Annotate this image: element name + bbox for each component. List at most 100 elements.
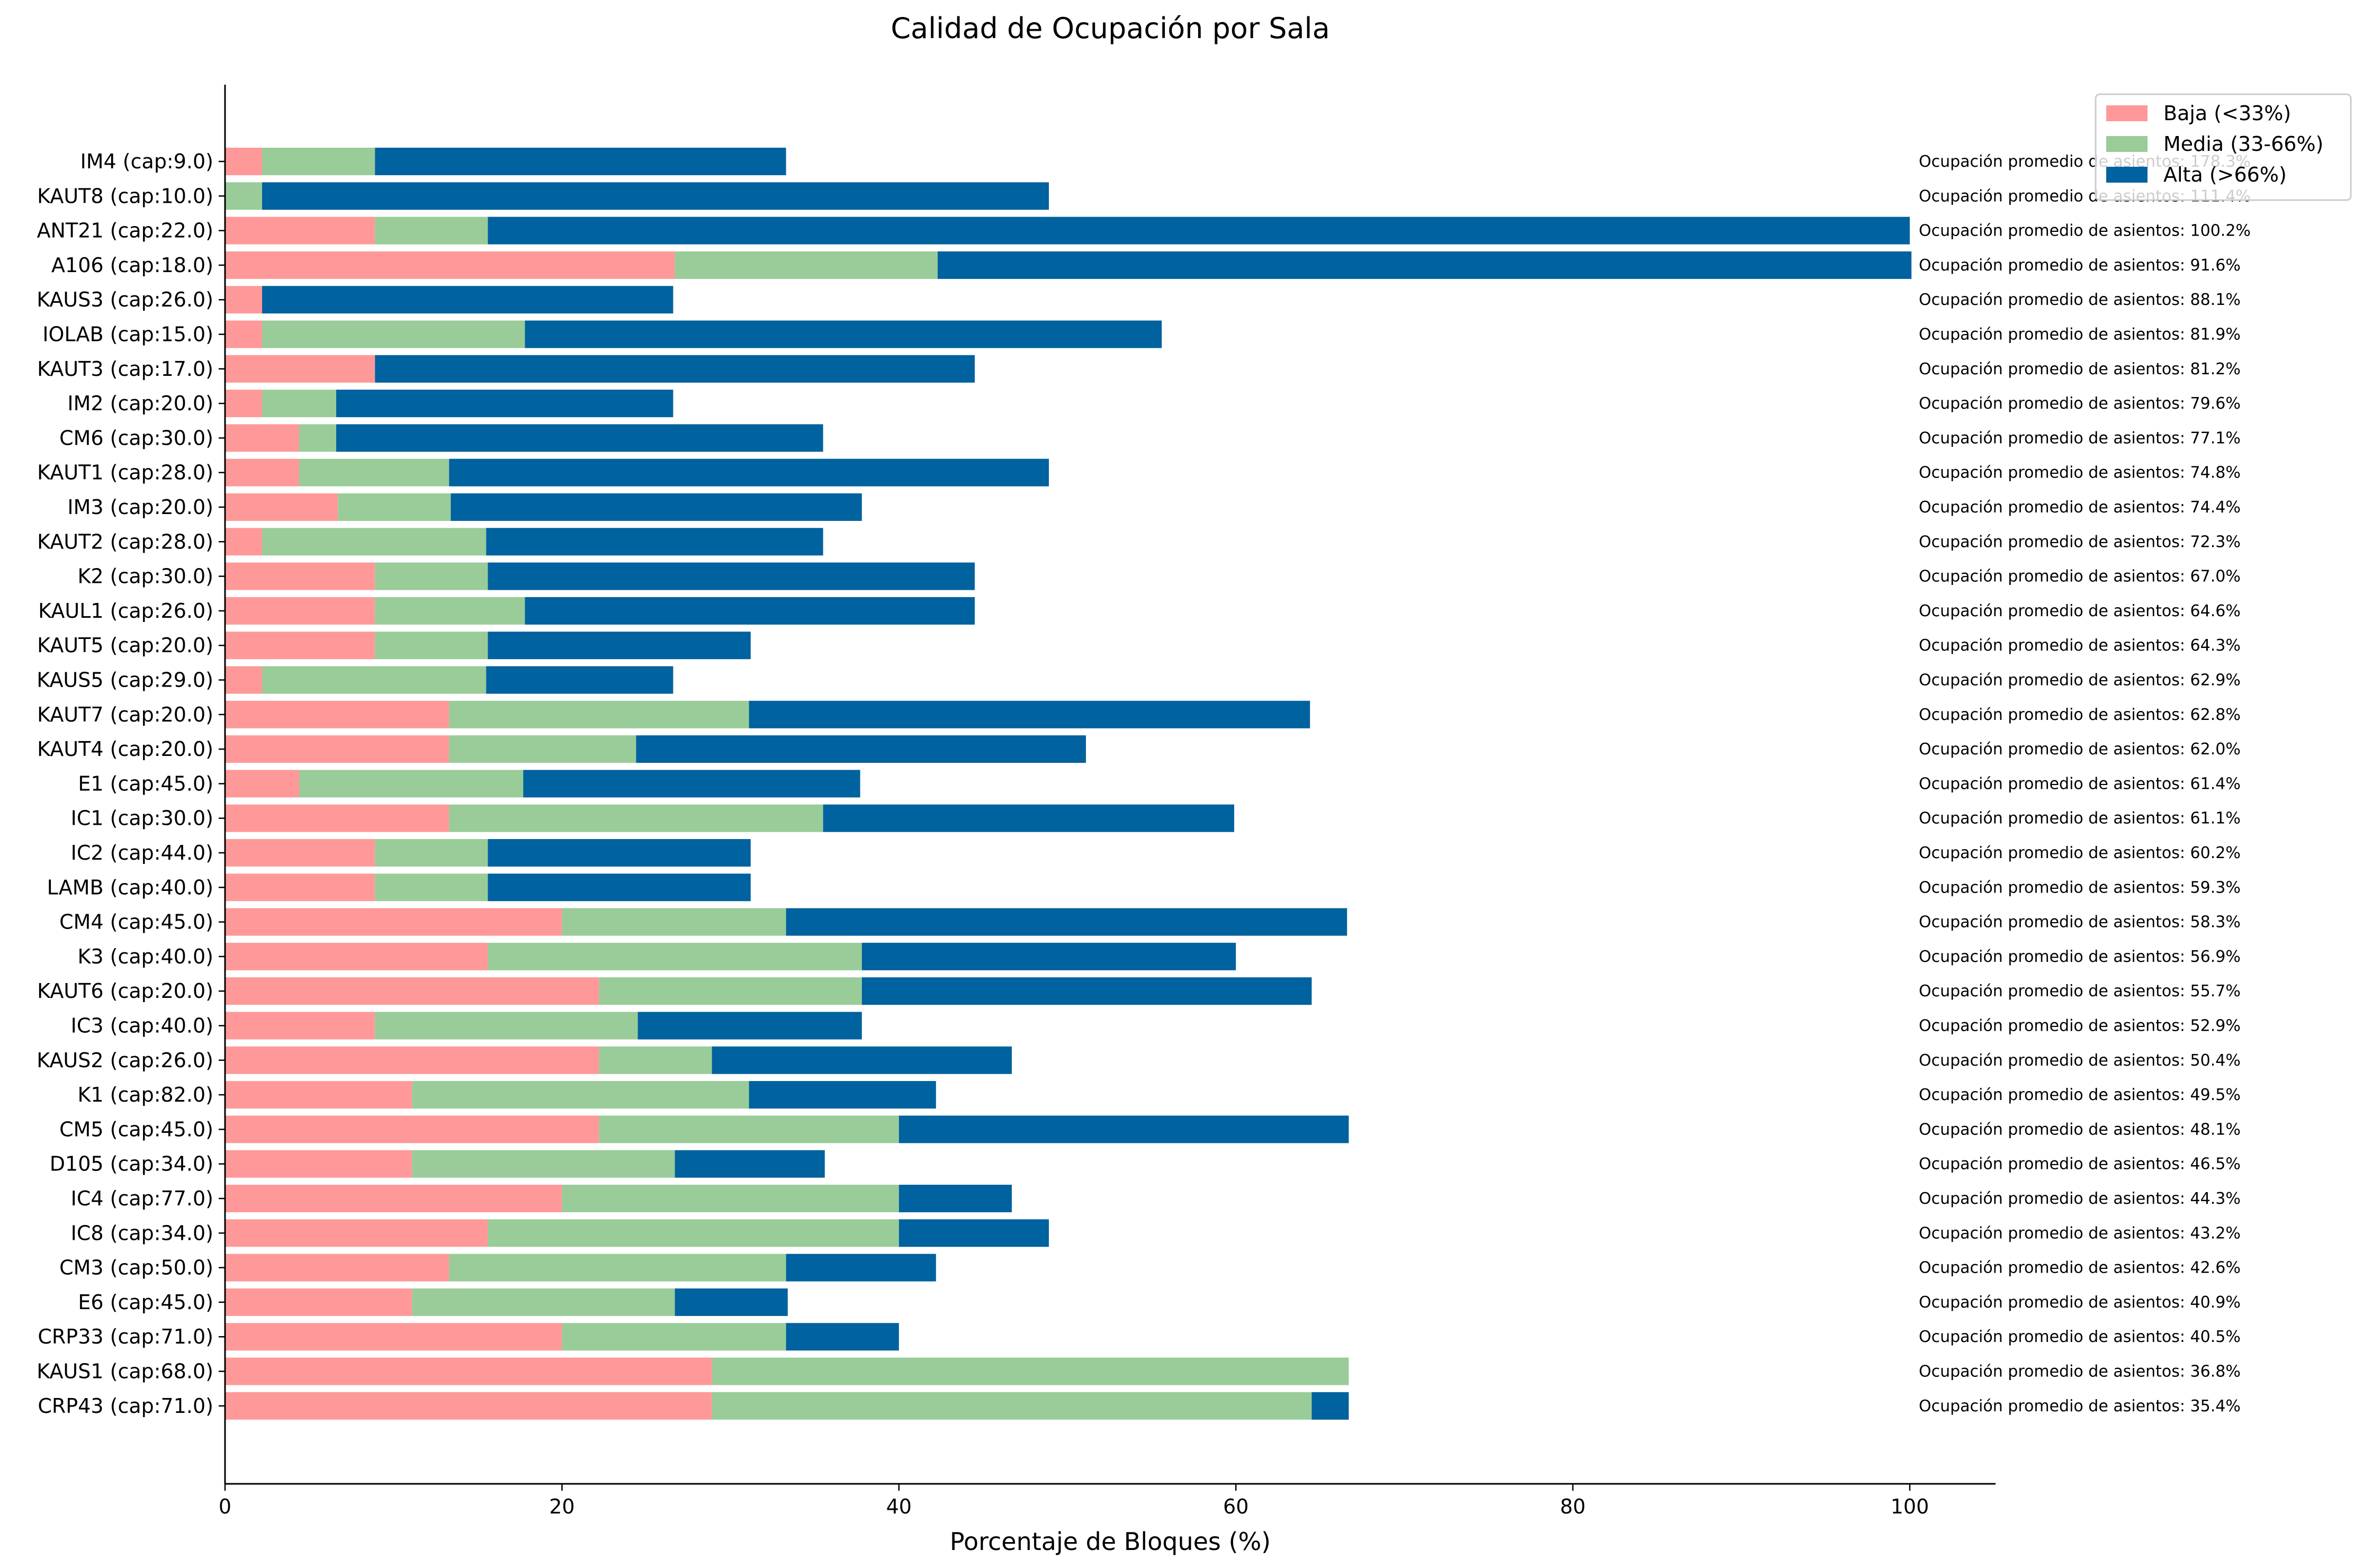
bar-media-33 — [412, 1288, 675, 1316]
category-label: KAUT1 (cap:28.0) — [37, 461, 213, 484]
occupancy-annotation: Ocupación promedio de asientos: 48.1% — [1919, 1120, 2241, 1139]
occupancy-annotation: Ocupación promedio de asientos: 42.6% — [1919, 1259, 2241, 1277]
bar-baja-21 — [225, 873, 375, 902]
bar-alta-19 — [823, 804, 1234, 832]
bar-media-5 — [262, 320, 525, 348]
bar-media-31 — [488, 1219, 899, 1247]
bar-media-17 — [449, 735, 636, 763]
bar-alta-2 — [488, 217, 1910, 245]
bar-alta-26 — [712, 1046, 1012, 1074]
bar-alta-10 — [451, 493, 862, 521]
occupancy-annotation: Ocupación promedio de asientos: 49.5% — [1919, 1086, 2241, 1104]
bar-alta-28 — [899, 1115, 1349, 1143]
bar-media-35 — [712, 1357, 1349, 1385]
bar-alta-29 — [675, 1150, 825, 1178]
category-label: IM2 (cap:20.0) — [67, 392, 213, 415]
category-label: KAUT4 (cap:20.0) — [37, 737, 213, 761]
bar-baja-13 — [225, 597, 375, 625]
bar-baja-33 — [225, 1288, 412, 1316]
category-label: IM4 (cap:9.0) — [80, 150, 213, 173]
x-tick-label: 20 — [549, 1495, 574, 1518]
category-label: CM5 (cap:45.0) — [59, 1118, 213, 1141]
occupancy-annotation: Ocupación promedio de asientos: 79.6% — [1919, 394, 2241, 413]
category-label: IC8 (cap:34.0) — [71, 1221, 213, 1245]
category-label: CRP33 (cap:71.0) — [38, 1325, 213, 1348]
bar-media-21 — [375, 873, 488, 902]
occupancy-annotation: Ocupación promedio de asientos: 64.6% — [1919, 602, 2241, 620]
bar-alta-23 — [861, 942, 1236, 970]
category-labels-layer: IM4 (cap:9.0) KAUT8 (cap:10.0) ANT21 (cap:… — [37, 150, 225, 1418]
category-label: KAUS3 (cap:26.0) — [37, 288, 213, 311]
occupancy-annotation: Ocupación promedio de asientos: 74.8% — [1919, 464, 2241, 482]
bar-media-32 — [449, 1254, 786, 1282]
bar-baja-12 — [225, 562, 375, 590]
occupancy-annotation: Ocupación promedio de asientos: 43.2% — [1919, 1224, 2241, 1242]
bar-media-7 — [262, 390, 336, 418]
bar-media-8 — [299, 424, 336, 452]
bar-media-20 — [375, 839, 488, 867]
bar-alta-27 — [749, 1081, 936, 1109]
bar-alta-3 — [938, 251, 1912, 279]
bar-baja-19 — [225, 804, 450, 832]
occupancy-annotation: Ocupación promedio de asientos: 67.0% — [1919, 567, 2241, 586]
x-tick-label: 80 — [1560, 1495, 1585, 1518]
chart-title: Calidad de Ocupación por Sala — [891, 12, 1329, 45]
legend-label-baja: Baja (<33%) — [2163, 102, 2291, 125]
occupancy-annotation: Ocupación promedio de asientos: 56.9% — [1919, 948, 2241, 966]
occupancy-annotation: Ocupación promedio de asientos: 74.4% — [1919, 498, 2241, 517]
occupancy-annotation: Ocupación promedio de asientos: 44.3% — [1919, 1189, 2241, 1208]
category-label: CM6 (cap:30.0) — [59, 426, 213, 449]
category-label: KAUS1 (cap:68.0) — [37, 1360, 213, 1383]
bar-baja-28 — [225, 1115, 599, 1143]
bar-media-0 — [262, 148, 375, 175]
bar-media-23 — [488, 942, 862, 970]
occupancy-annotation: Ocupación promedio de asientos: 55.7% — [1919, 982, 2241, 1001]
legend: Baja (<33%) Media (33-66%) Alta (>66%) — [2095, 93, 2352, 201]
bar-baja-36 — [225, 1392, 712, 1420]
bar-media-34 — [562, 1323, 786, 1351]
category-label: IC3 (cap:40.0) — [71, 1014, 213, 1038]
category-label: KAUT6 (cap:20.0) — [37, 979, 213, 1003]
bar-media-26 — [599, 1046, 712, 1074]
bar-baja-27 — [225, 1081, 412, 1109]
occupancy-annotation: Ocupación promedio de asientos: 60.2% — [1919, 844, 2241, 862]
bar-media-16 — [449, 700, 749, 728]
bar-baja-31 — [225, 1219, 488, 1247]
category-label: CRP43 (cap:71.0) — [38, 1394, 213, 1418]
bar-baja-25 — [225, 1012, 375, 1040]
occupancy-annotation: Ocupación promedio de asientos: 61.4% — [1919, 774, 2241, 793]
category-label: KAUT8 (cap:10.0) — [37, 184, 213, 208]
bar-media-13 — [375, 597, 525, 625]
bar-alta-36 — [1311, 1392, 1349, 1420]
x-axis-label: Porcentaje de Bloques (%) — [950, 1527, 1271, 1556]
x-tick-label: 60 — [1223, 1495, 1248, 1518]
occupancy-annotation: Ocupación promedio de asientos: 35.4% — [1919, 1397, 2241, 1416]
bar-media-9 — [299, 458, 450, 486]
bar-alta-0 — [375, 148, 786, 175]
bar-alta-17 — [636, 735, 1086, 763]
bar-alta-18 — [523, 770, 860, 798]
category-label: KAUT5 (cap:20.0) — [37, 634, 213, 657]
bar-media-27 — [412, 1081, 749, 1109]
bar-baja-4 — [225, 286, 262, 314]
bar-media-25 — [375, 1012, 638, 1040]
bar-baja-15 — [225, 666, 262, 694]
bar-alta-11 — [486, 528, 823, 556]
bar-alta-25 — [637, 1012, 862, 1040]
category-label: IC1 (cap:30.0) — [71, 807, 213, 830]
category-label: KAUT3 (cap:17.0) — [37, 357, 213, 381]
category-label: IC4 (cap:77.0) — [71, 1187, 213, 1210]
bar-media-36 — [712, 1392, 1312, 1420]
bar-baja-23 — [225, 942, 488, 970]
bar-media-18 — [299, 770, 524, 798]
bar-alta-8 — [336, 424, 823, 452]
occupancy-annotation: Ocupación promedio de asientos: 62.8% — [1919, 706, 2241, 724]
bar-alta-4 — [262, 286, 673, 314]
bar-alta-6 — [375, 355, 975, 383]
bar-media-22 — [562, 908, 786, 936]
bar-baja-20 — [225, 839, 375, 867]
bar-alta-12 — [488, 562, 975, 590]
bars-layer — [225, 148, 1912, 1420]
category-label: LAMB (cap:40.0) — [47, 876, 213, 899]
category-label: CM4 (cap:45.0) — [59, 911, 213, 934]
